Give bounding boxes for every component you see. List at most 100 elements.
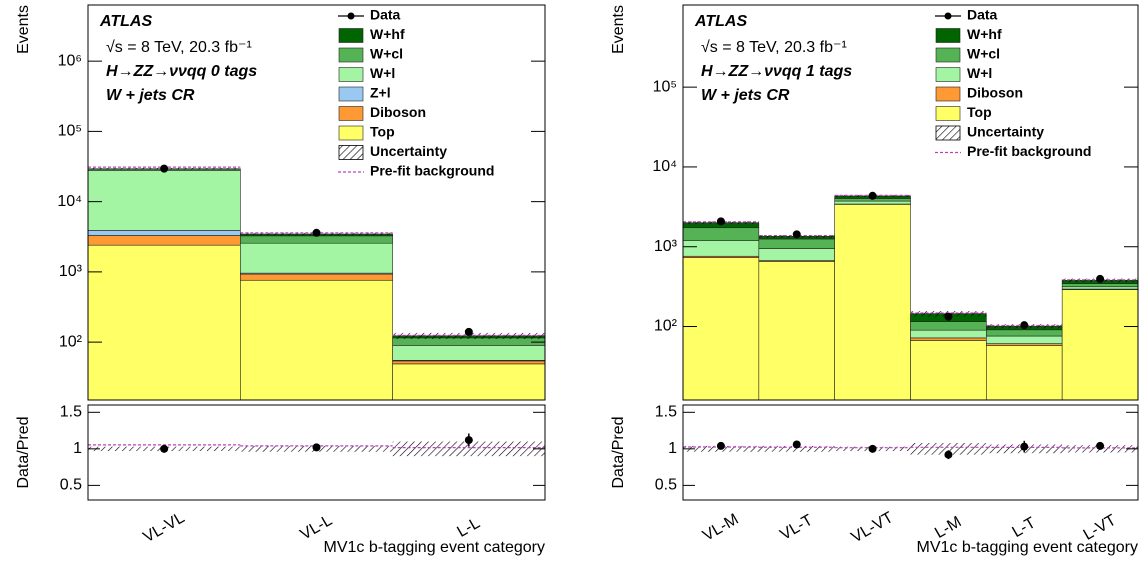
stack-segment — [87, 235, 241, 246]
legend-label: Pre-fit background — [967, 143, 1091, 159]
legend-label: W+hf — [967, 26, 1002, 42]
stack-segment — [1061, 283, 1139, 288]
legend-swatch — [338, 145, 364, 160]
x-tick-label: VL-VL — [141, 509, 188, 546]
stack-segment — [240, 242, 393, 274]
legend-label: W+cl — [967, 46, 1000, 62]
legend-label: W+cl — [370, 46, 403, 62]
stack-segment — [87, 170, 241, 231]
legend-swatch — [338, 47, 364, 63]
legend-label: Uncertainty — [967, 124, 1044, 140]
data-point — [792, 230, 801, 239]
ratio-point — [464, 436, 473, 445]
legend-swatch — [935, 125, 961, 141]
y-axis-label: Events — [15, 5, 32, 54]
data-point — [1020, 321, 1029, 330]
ratio-point — [944, 450, 953, 459]
x-tick-label: VL-M — [700, 511, 742, 545]
plot-frame — [682, 4, 1139, 401]
stack-segment — [758, 248, 835, 261]
legend-swatch — [935, 67, 961, 82]
legend-swatch — [338, 125, 364, 141]
ratio-y-tick-label: 1 — [73, 440, 82, 457]
experiment-label: ATLAS — [694, 13, 747, 30]
ratio-uncertainty — [392, 441, 545, 457]
data-point — [464, 327, 473, 336]
legend-label: W+l — [967, 65, 992, 81]
ratio-point — [792, 440, 801, 449]
legend-swatch — [338, 28, 364, 43]
stack-segment — [87, 244, 241, 401]
legend-swatch — [935, 86, 961, 102]
legend-label: Diboson — [370, 104, 426, 120]
ratio-point — [312, 443, 321, 452]
ratio-uncertainty — [758, 445, 835, 452]
ratio-y-tick-label: 0.5 — [655, 477, 677, 494]
legend-label: Top — [967, 104, 992, 120]
stack-segment — [834, 204, 911, 401]
data-point — [312, 228, 321, 237]
legend-label: W+l — [370, 65, 395, 81]
legend-swatch — [338, 67, 364, 82]
ratio-y-tick-label: 0.5 — [60, 477, 82, 494]
x-tick-label: L-L — [454, 515, 483, 541]
x-tick-label: VL-T — [777, 512, 816, 544]
process-label: H→ZZ→ννqq 0 tags — [106, 63, 257, 80]
x-tick-label: VL-VT — [849, 509, 897, 547]
y-tick-label: 10⁴ — [652, 158, 677, 175]
data-point — [160, 164, 169, 173]
ratio-frame — [682, 404, 1139, 501]
data-point — [716, 217, 725, 226]
stack-segment — [1061, 286, 1139, 290]
stack-segment — [910, 321, 987, 331]
stack-segment — [240, 279, 393, 401]
y-tick-label: 10³ — [654, 238, 678, 255]
uncertainty-band — [392, 332, 545, 340]
y-tick-label: 10² — [59, 333, 83, 350]
stack-segment — [910, 329, 987, 339]
ratio-frame — [87, 404, 546, 501]
y-tick-label: 10⁵ — [653, 78, 677, 95]
stack-segment — [986, 345, 1063, 401]
energy-label: √s = 8 TeV, 20.3 fb⁻¹ — [106, 39, 252, 56]
legend-label: Data — [370, 7, 401, 23]
process-label: H→ZZ→ννqq 1 tags — [701, 63, 852, 80]
ratio-point — [716, 441, 725, 450]
x-tick-label: L-M — [932, 514, 964, 543]
stack-segment — [392, 360, 546, 365]
stack-segment — [1061, 289, 1139, 401]
legend-label: Data — [967, 7, 998, 23]
experiment-label: ATLAS — [99, 13, 152, 30]
legend-label: Top — [370, 124, 395, 140]
legend-swatch — [935, 106, 961, 121]
y-tick-label: 10⁵ — [58, 123, 82, 140]
legend-swatch — [338, 106, 364, 121]
ratio-point — [868, 444, 877, 453]
ratio-point — [1020, 442, 1029, 451]
stack-segment — [240, 235, 393, 244]
stack-segment — [758, 261, 835, 401]
legend-swatch — [338, 86, 364, 102]
legend-swatch — [935, 28, 961, 43]
x-tick-label: L-T — [1009, 514, 1038, 541]
stack-segment — [240, 273, 393, 281]
legend-label: Pre-fit background — [370, 163, 494, 179]
stack-segment — [682, 227, 760, 242]
ratio-uncertainty — [910, 443, 987, 455]
stack-segment — [392, 345, 546, 361]
x-axis-label: MV1c b-tagging event category — [917, 539, 1138, 556]
y-tick-label: 10² — [654, 318, 678, 335]
y-axis-label: Events — [610, 5, 627, 54]
legend-data-marker — [944, 12, 952, 20]
stack-segment — [392, 363, 546, 401]
y-tick-label: 10⁴ — [57, 193, 82, 210]
stack-segment — [986, 329, 1063, 337]
ratio-axis-label: Data/Pred — [610, 416, 627, 488]
legend-label: Diboson — [967, 85, 1023, 101]
ratio-y-tick-label: 1.5 — [60, 404, 82, 421]
stack-segment — [910, 340, 987, 401]
data-point — [868, 191, 877, 200]
legend-swatch — [935, 47, 961, 63]
legend-label: Uncertainty — [370, 143, 447, 159]
